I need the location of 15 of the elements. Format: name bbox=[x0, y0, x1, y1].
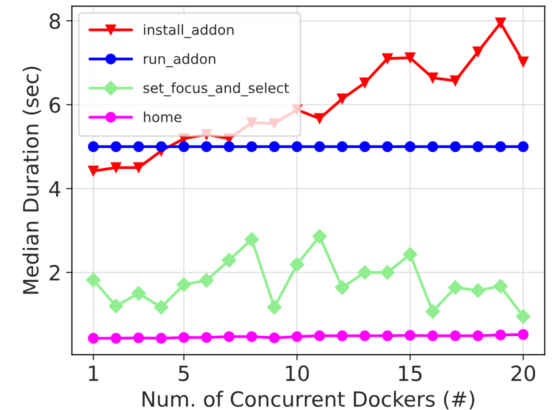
x-axis-title: Num. of Concurrent Dockers (#) bbox=[142, 390, 474, 410]
y-tick-label: 8 bbox=[50, 13, 60, 30]
legend-label: home bbox=[144, 112, 182, 122]
x-tick-label: 15 bbox=[399, 366, 422, 382]
legend-label: set_focus_and_select bbox=[143, 82, 289, 96]
x-tick-label: 1 bbox=[89, 366, 98, 381]
y-tick-label: 4 bbox=[49, 181, 60, 196]
y-tick-label: 6 bbox=[50, 97, 60, 113]
legend-label: install_addon bbox=[144, 24, 234, 38]
legend-label: run_addon bbox=[144, 53, 216, 68]
x-tick-label: 20 bbox=[511, 365, 536, 382]
x-tick-label: 10 bbox=[286, 365, 309, 382]
y-tick-label: 2 bbox=[50, 264, 60, 280]
x-tick-label: 5 bbox=[178, 366, 189, 382]
y-axis-title: Median Duration (sec) bbox=[22, 66, 42, 294]
